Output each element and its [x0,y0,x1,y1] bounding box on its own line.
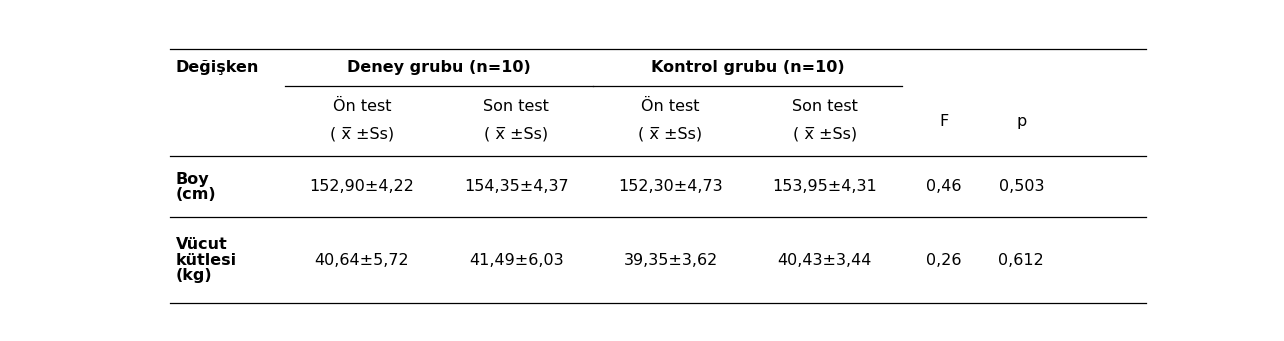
Text: 154,35±4,37: 154,35±4,37 [464,179,569,194]
Text: 0,46: 0,46 [926,179,962,194]
Text: Boy: Boy [176,172,209,187]
Text: Değişken: Değişken [176,60,259,75]
Text: 0,26: 0,26 [926,253,962,268]
Text: (kg): (kg) [176,268,212,283]
Text: ( x̅ ±Ss): ( x̅ ±Ss) [792,126,856,141]
Text: kütlesi: kütlesi [176,253,236,268]
Text: Son test: Son test [792,99,858,114]
Text: 0,612: 0,612 [999,253,1044,268]
Text: Kontrol grubu (n=10): Kontrol grubu (n=10) [651,60,845,75]
Text: Son test: Son test [483,99,550,114]
Text: F: F [940,114,949,129]
Text: 152,30±4,73: 152,30±4,73 [618,179,723,194]
Text: (cm): (cm) [176,187,216,202]
Text: Deney grubu (n=10): Deney grubu (n=10) [347,60,532,75]
Text: 153,95±4,31: 153,95±4,31 [773,179,877,194]
Text: 39,35±3,62: 39,35±3,62 [623,253,718,268]
Text: 152,90±4,22: 152,90±4,22 [309,179,415,194]
Text: 40,43±3,44: 40,43±3,44 [778,253,872,268]
Text: Ön test: Ön test [333,99,392,114]
Text: 0,503: 0,503 [999,179,1044,194]
Text: 41,49±6,03: 41,49±6,03 [469,253,564,268]
Text: ( x̅ ±Ss): ( x̅ ±Ss) [638,126,702,141]
Text: Vücut: Vücut [176,237,227,252]
Text: ( x̅ ±Ss): ( x̅ ±Ss) [484,126,548,141]
Text: Ön test: Ön test [641,99,700,114]
Text: ( x̅ ±Ss): ( x̅ ±Ss) [330,126,394,141]
Text: 40,64±5,72: 40,64±5,72 [315,253,410,268]
Text: p: p [1016,114,1026,129]
